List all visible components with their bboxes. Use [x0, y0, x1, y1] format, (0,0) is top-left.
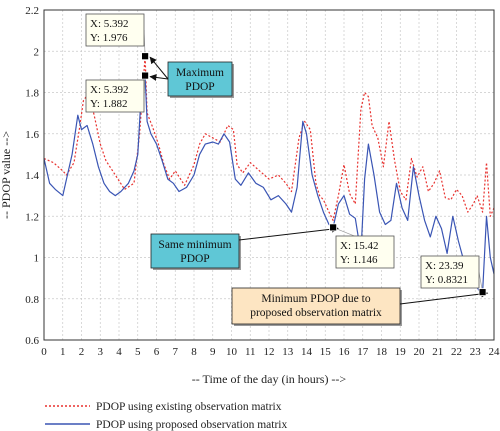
datatip: X: 5.392 Y: 1.976 [85, 13, 150, 61]
legend-label-existing: PDOP using existing observation matrix [96, 401, 282, 413]
callout-text: Minimum PDOP due to [261, 293, 370, 305]
datatip-marker [329, 223, 338, 232]
datatip-box [85, 79, 145, 113]
datatip-marker [141, 71, 150, 80]
callout-text: Maximum [176, 67, 224, 79]
datatip-box [420, 255, 480, 289]
y-tick-label: 1 [34, 253, 40, 265]
x-axis-label: -- Time of the day (in hours) --> [192, 372, 347, 386]
datatip: X: 23.39 Y: 0.8321 [420, 255, 487, 297]
datatip-box [85, 13, 145, 47]
datatip-y-label: Y: 1.976 [90, 32, 128, 44]
legend-label-proposed: PDOP using proposed observation matrix [96, 419, 287, 431]
x-tick-label: 10 [226, 346, 238, 358]
callout-arrow [399, 290, 489, 305]
datatip-marker [141, 52, 150, 61]
x-tick-label: 9 [210, 346, 216, 358]
x-tick-label: 22 [451, 346, 462, 358]
x-tick-label: 17 [357, 346, 369, 358]
callout: Same minimum PDOP [150, 225, 339, 270]
x-tick-label: 21 [432, 346, 443, 358]
datatip-y-label: Y: 0.8321 [425, 274, 468, 286]
x-tick-label: 8 [191, 346, 197, 358]
callout-box [167, 61, 233, 97]
callout-arrow [149, 73, 169, 81]
y-tick-label: 2.2 [25, 5, 39, 17]
callout-text: PDOP [185, 81, 214, 93]
datatip-x-label: X: 5.392 [90, 18, 129, 30]
x-tick-label: 0 [41, 346, 47, 358]
y-tick-label: 1.2 [25, 211, 39, 223]
datatip-y-label: Y: 1.882 [90, 98, 128, 110]
x-tick-label: 7 [173, 346, 179, 358]
x-tick-label: 6 [154, 346, 160, 358]
x-tick-label: 4 [116, 346, 122, 358]
datatip-y-label: Y: 1.146 [340, 254, 378, 266]
tick-labels: 0 1 2 3 4 5 6 7 8 9 10 11 12 13 14 15 16 17 18 19 20 21 22 23 24… [25, 5, 500, 358]
callout-box [150, 233, 240, 269]
callout-text: proposed observation matrix [250, 307, 382, 319]
callout-layer: Maximum PDOP Same minimum PDOP Minimum PDOP … [149, 56, 489, 326]
series-line-proposed [43, 74, 495, 293]
x-tick-label: 12 [264, 346, 275, 358]
x-tick-label: 1 [60, 346, 66, 358]
x-tick-label: 13 [282, 346, 294, 358]
y-tick-label: 2 [34, 46, 40, 58]
x-tick-label: 18 [376, 346, 388, 358]
datatip-box [335, 235, 395, 269]
callout-arrow [149, 56, 169, 80]
datatip-x-label: X: 5.392 [90, 84, 129, 96]
x-tick-label: 19 [395, 346, 407, 358]
y-tick-label: 0.6 [25, 335, 39, 347]
x-tick-label: 14 [301, 346, 313, 358]
y-axis-label: -- PDOP value --> [0, 131, 13, 219]
legend: PDOP using existing observation matrix P… [45, 401, 287, 431]
callout-arrow [238, 225, 339, 241]
plot-frame [43, 9, 495, 341]
x-tick-label: 15 [320, 346, 332, 358]
x-tick-label: 5 [135, 346, 141, 358]
datatip: X: 15.42 Y: 1.146 [329, 223, 395, 269]
callout-text: Same minimum [158, 239, 231, 251]
datatip-x-label: X: 23.39 [425, 260, 464, 272]
x-tick-label: 20 [414, 346, 426, 358]
series-layer [43, 55, 495, 293]
datatip: X: 5.392 Y: 1.882 [85, 71, 150, 113]
series-line-existing [43, 55, 495, 221]
datatip-layer: X: 5.392 Y: 1.976 X: 5.392 Y: 1.882 X: 15.42… [85, 13, 487, 297]
x-tick-label: 16 [339, 346, 351, 358]
x-tick-label: 23 [470, 346, 482, 358]
callout: Minimum PDOP due to proposed observation … [231, 287, 489, 326]
grid [44, 10, 494, 340]
x-tick-label: 24 [489, 346, 500, 358]
x-tick-label: 3 [98, 346, 104, 358]
y-tick-label: 1.4 [25, 170, 39, 182]
callout: Maximum PDOP [149, 56, 234, 98]
y-tick-label: 1.8 [25, 88, 39, 100]
datatip-x-label: X: 15.42 [340, 240, 379, 252]
datatip-marker [478, 288, 487, 297]
x-tick-label: 11 [245, 346, 256, 358]
x-tick-label: 2 [79, 346, 85, 358]
callout-box [231, 287, 401, 325]
y-tick-label: 1.6 [25, 129, 39, 141]
callout-text: PDOP [180, 253, 209, 265]
y-tick-label: 0.8 [25, 294, 39, 306]
